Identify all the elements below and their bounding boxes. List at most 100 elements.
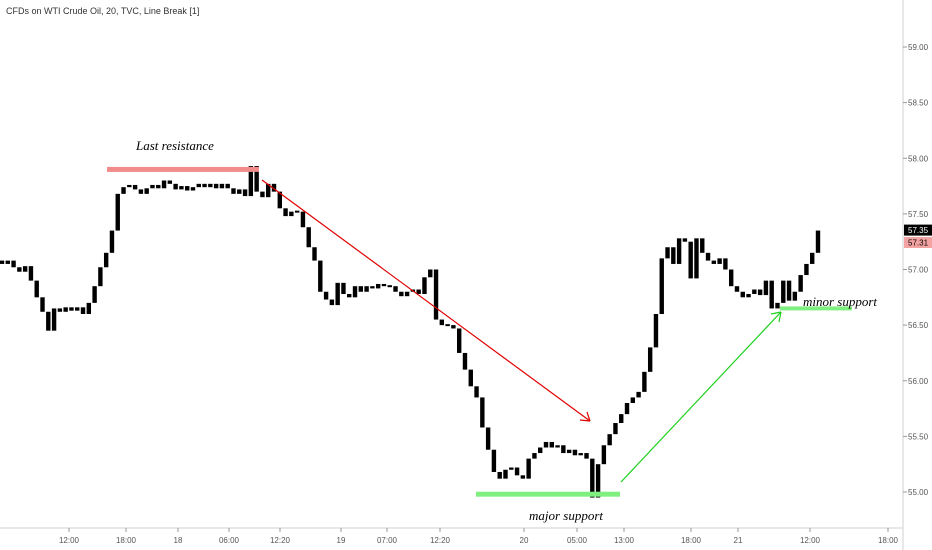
brick xyxy=(804,263,809,276)
annotations-layer: Last resistance major support minor supp… xyxy=(107,138,877,523)
price-tag-label: 57.35 xyxy=(908,226,929,235)
brick xyxy=(688,241,693,279)
brick xyxy=(700,238,705,253)
time-tick-label: 12:00 xyxy=(800,536,821,545)
down-arrow xyxy=(261,179,591,422)
brick xyxy=(5,260,10,264)
brick xyxy=(306,227,311,248)
brick xyxy=(266,183,271,198)
brick xyxy=(676,238,682,264)
brick xyxy=(127,184,132,188)
price-tag-bg xyxy=(904,224,932,236)
time-tick-label: 21 xyxy=(734,536,743,545)
brick xyxy=(810,252,815,264)
brick xyxy=(734,286,740,292)
brick xyxy=(138,189,144,194)
brick xyxy=(179,186,184,190)
brick xyxy=(601,445,607,465)
brick xyxy=(740,291,745,298)
brick xyxy=(711,260,717,264)
time-tick-label: 07:00 xyxy=(377,536,398,545)
major-support-band xyxy=(476,491,620,497)
time-tick-label: 18:00 xyxy=(116,536,137,545)
brick xyxy=(335,282,340,306)
time-tick-label: 20 xyxy=(520,536,529,545)
brick xyxy=(769,280,774,309)
brick xyxy=(416,289,421,294)
major-support-label: major support xyxy=(529,508,603,523)
brick xyxy=(404,291,410,297)
brick xyxy=(289,211,294,217)
brick xyxy=(86,302,92,314)
brick xyxy=(341,282,346,294)
brick xyxy=(57,308,63,312)
brick xyxy=(260,191,265,198)
brick xyxy=(497,471,502,479)
bricks-layer xyxy=(0,166,821,498)
brick xyxy=(92,286,97,303)
brick xyxy=(69,307,74,311)
brick xyxy=(173,183,178,190)
brick xyxy=(387,285,392,288)
brick xyxy=(75,307,80,311)
minor-support-label: minor support xyxy=(803,294,877,309)
time-tick-label: 12:00 xyxy=(59,536,80,545)
price-tick-label: 55.50 xyxy=(908,432,929,441)
brick xyxy=(456,328,462,353)
price-tick-label: 58.50 xyxy=(908,99,929,108)
brick xyxy=(283,208,288,217)
brick xyxy=(775,302,780,309)
brick xyxy=(439,319,445,326)
price-tick-label: 56.00 xyxy=(908,377,929,386)
brick xyxy=(422,277,427,294)
brick xyxy=(375,283,381,289)
brick xyxy=(682,238,688,242)
brick xyxy=(237,189,242,194)
brick xyxy=(757,289,763,296)
brick xyxy=(433,269,439,320)
brick xyxy=(705,252,711,261)
brick xyxy=(381,283,387,287)
price-tick-label: 57.00 xyxy=(908,266,929,275)
brick xyxy=(0,260,5,264)
brick xyxy=(428,269,433,278)
price-axis[interactable]: 59.00 58.50 58.00 57.50 57.00 56.50 56.00 55.50… xyxy=(902,0,929,550)
brick xyxy=(51,308,57,331)
price-tick-label: 55.00 xyxy=(908,488,929,497)
brick xyxy=(468,369,473,387)
brick xyxy=(219,183,225,189)
time-tick-label: 13:00 xyxy=(614,536,635,545)
brick xyxy=(144,188,149,194)
brick xyxy=(156,184,161,189)
brick xyxy=(352,286,358,298)
brick xyxy=(121,187,126,194)
brick xyxy=(485,427,491,450)
brick xyxy=(752,289,757,294)
brick xyxy=(561,445,566,454)
brick xyxy=(294,210,300,213)
price-tick-label: 57.50 xyxy=(908,210,929,219)
brick xyxy=(509,467,514,470)
brick xyxy=(184,186,190,191)
brick xyxy=(543,441,549,448)
time-tick-label: 12:20 xyxy=(270,536,291,545)
brick xyxy=(254,166,259,192)
brick xyxy=(491,449,497,472)
time-tick-label: 06:00 xyxy=(219,536,240,545)
brick xyxy=(636,391,641,398)
brick xyxy=(248,166,254,197)
brick xyxy=(694,238,699,279)
brick xyxy=(63,307,68,312)
brick xyxy=(312,247,317,261)
brick xyxy=(792,291,798,301)
brick xyxy=(659,258,664,314)
brick xyxy=(723,258,728,270)
brick xyxy=(462,352,468,370)
time-axis[interactable]: 12:00 18:00 18 06:00 12:20 19 07:00 12:20 20 05:0… xyxy=(0,527,903,545)
price-tick-label: 56.50 xyxy=(908,321,929,330)
price-tag-bg xyxy=(904,237,932,248)
resistance-band xyxy=(107,166,259,172)
brick xyxy=(103,252,109,268)
brick xyxy=(671,247,676,264)
